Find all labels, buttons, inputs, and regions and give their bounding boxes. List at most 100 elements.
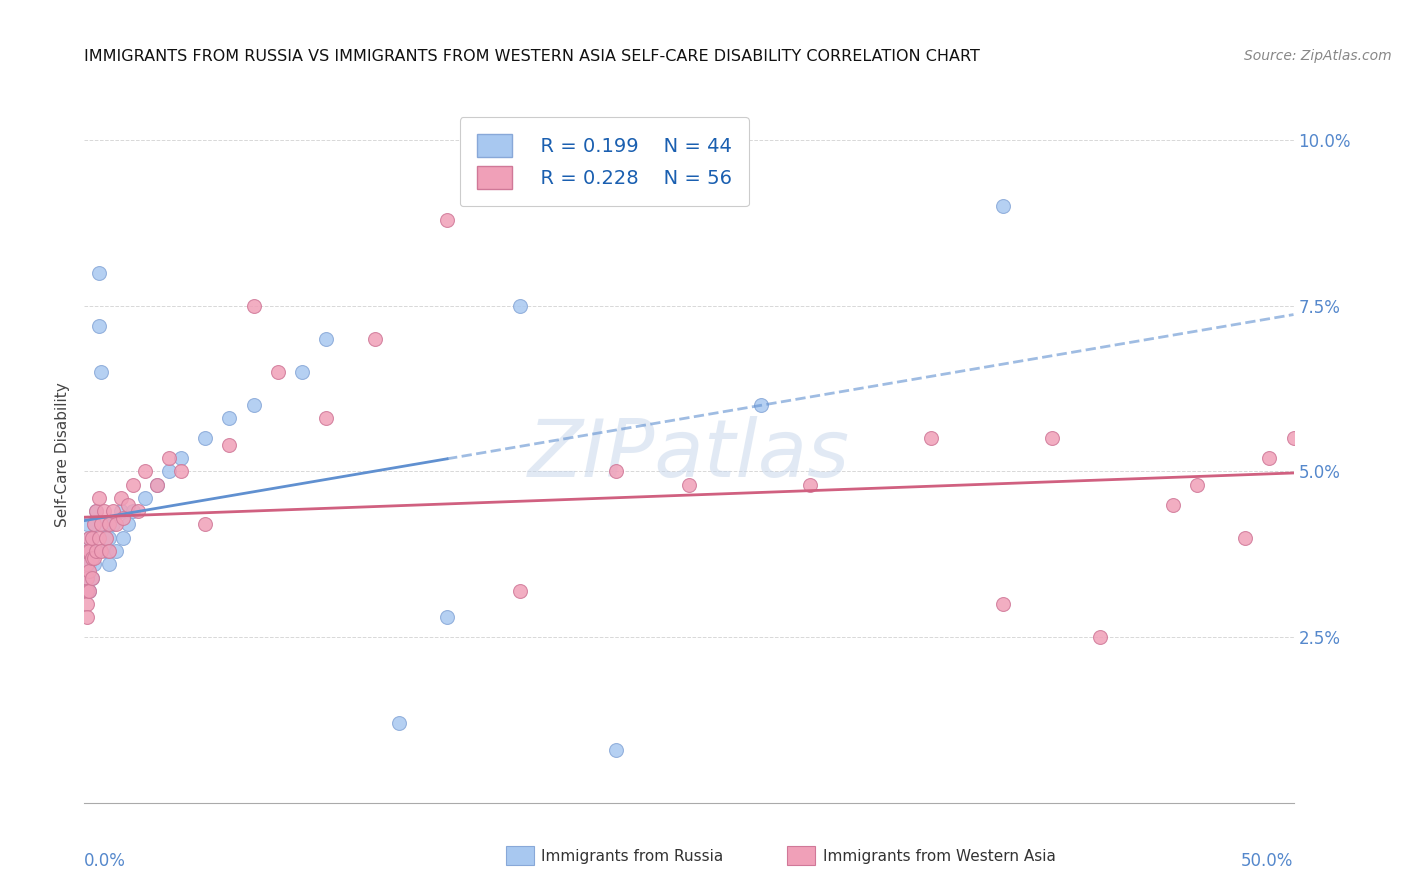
Point bbox=[76, 544, 98, 558]
Point bbox=[86, 504, 108, 518]
Point bbox=[90, 544, 112, 558]
Point bbox=[94, 531, 117, 545]
Point bbox=[77, 544, 100, 558]
Point bbox=[87, 266, 110, 280]
Point bbox=[76, 610, 98, 624]
Point bbox=[170, 451, 193, 466]
Point bbox=[993, 597, 1015, 611]
Point bbox=[77, 531, 100, 545]
Point bbox=[97, 531, 120, 545]
Point bbox=[80, 544, 103, 558]
Legend:   R = 0.199    N = 44,   R = 0.228    N = 56: R = 0.199 N = 44, R = 0.228 N = 56 bbox=[460, 117, 749, 206]
Point bbox=[291, 365, 314, 379]
Point bbox=[76, 597, 98, 611]
Point bbox=[117, 517, 139, 532]
Point bbox=[83, 558, 105, 572]
Point bbox=[76, 583, 98, 598]
Point bbox=[799, 477, 821, 491]
Point bbox=[146, 477, 169, 491]
Point bbox=[993, 199, 1015, 213]
Point bbox=[80, 570, 103, 584]
Point bbox=[112, 511, 135, 525]
Point bbox=[97, 517, 120, 532]
Point bbox=[83, 517, 105, 532]
Point bbox=[605, 743, 627, 757]
Point bbox=[134, 465, 156, 479]
Point bbox=[83, 550, 105, 565]
Point bbox=[363, 332, 385, 346]
Point bbox=[80, 531, 103, 545]
Point bbox=[121, 477, 143, 491]
Point bbox=[104, 544, 127, 558]
Point bbox=[86, 544, 108, 558]
Point bbox=[315, 332, 337, 346]
Point bbox=[112, 531, 135, 545]
Point bbox=[1234, 531, 1257, 545]
Point bbox=[1088, 630, 1111, 644]
Point bbox=[86, 544, 108, 558]
Point bbox=[146, 477, 169, 491]
Point bbox=[87, 318, 110, 333]
Point bbox=[80, 531, 103, 545]
Text: IMMIGRANTS FROM RUSSIA VS IMMIGRANTS FROM WESTERN ASIA SELF-CARE DISABILITY CORR: IMMIGRANTS FROM RUSSIA VS IMMIGRANTS FRO… bbox=[84, 49, 980, 64]
Point bbox=[83, 517, 105, 532]
Point bbox=[104, 517, 127, 532]
Point bbox=[77, 558, 100, 572]
Point bbox=[1185, 477, 1208, 491]
Point bbox=[87, 491, 110, 505]
Point bbox=[77, 531, 100, 545]
Point bbox=[678, 477, 700, 491]
Point bbox=[436, 212, 458, 227]
Point bbox=[90, 517, 112, 532]
Text: Source: ZipAtlas.com: Source: ZipAtlas.com bbox=[1244, 49, 1392, 63]
Point bbox=[77, 544, 100, 558]
Point bbox=[1040, 431, 1063, 445]
Y-axis label: Self-Care Disability: Self-Care Disability bbox=[55, 383, 70, 527]
Point bbox=[103, 504, 125, 518]
Point bbox=[1258, 451, 1281, 466]
Point bbox=[80, 550, 103, 565]
Point bbox=[103, 517, 125, 532]
Point bbox=[76, 558, 98, 572]
Text: Immigrants from Russia: Immigrants from Russia bbox=[541, 849, 724, 863]
Point bbox=[77, 583, 100, 598]
Point bbox=[121, 504, 143, 518]
Point bbox=[80, 570, 103, 584]
Point bbox=[242, 299, 264, 313]
Point bbox=[134, 491, 156, 505]
Point bbox=[751, 398, 773, 412]
Point bbox=[94, 544, 117, 558]
Point bbox=[110, 504, 132, 518]
Point bbox=[194, 517, 217, 532]
Text: 0.0%: 0.0% bbox=[84, 852, 127, 870]
Point bbox=[93, 504, 115, 518]
Point bbox=[436, 610, 458, 624]
Point bbox=[76, 558, 98, 572]
Point bbox=[76, 517, 98, 532]
Point bbox=[110, 491, 132, 505]
Point bbox=[97, 558, 120, 572]
Point bbox=[77, 564, 100, 578]
Point bbox=[194, 431, 217, 445]
Point bbox=[76, 570, 98, 584]
Point bbox=[388, 716, 411, 731]
Point bbox=[1161, 498, 1184, 512]
Point bbox=[76, 583, 98, 598]
Point bbox=[315, 411, 337, 425]
Point bbox=[218, 411, 240, 425]
Point bbox=[605, 465, 627, 479]
Point bbox=[97, 544, 120, 558]
Point bbox=[170, 465, 193, 479]
Text: Immigrants from Western Asia: Immigrants from Western Asia bbox=[823, 849, 1056, 863]
Point bbox=[157, 465, 180, 479]
Point bbox=[267, 365, 290, 379]
Point bbox=[157, 451, 180, 466]
Point bbox=[86, 504, 108, 518]
Point bbox=[218, 438, 240, 452]
Point bbox=[77, 583, 100, 598]
Point bbox=[242, 398, 264, 412]
Point bbox=[509, 583, 531, 598]
Point bbox=[87, 531, 110, 545]
Point bbox=[117, 498, 139, 512]
Point bbox=[93, 517, 115, 532]
